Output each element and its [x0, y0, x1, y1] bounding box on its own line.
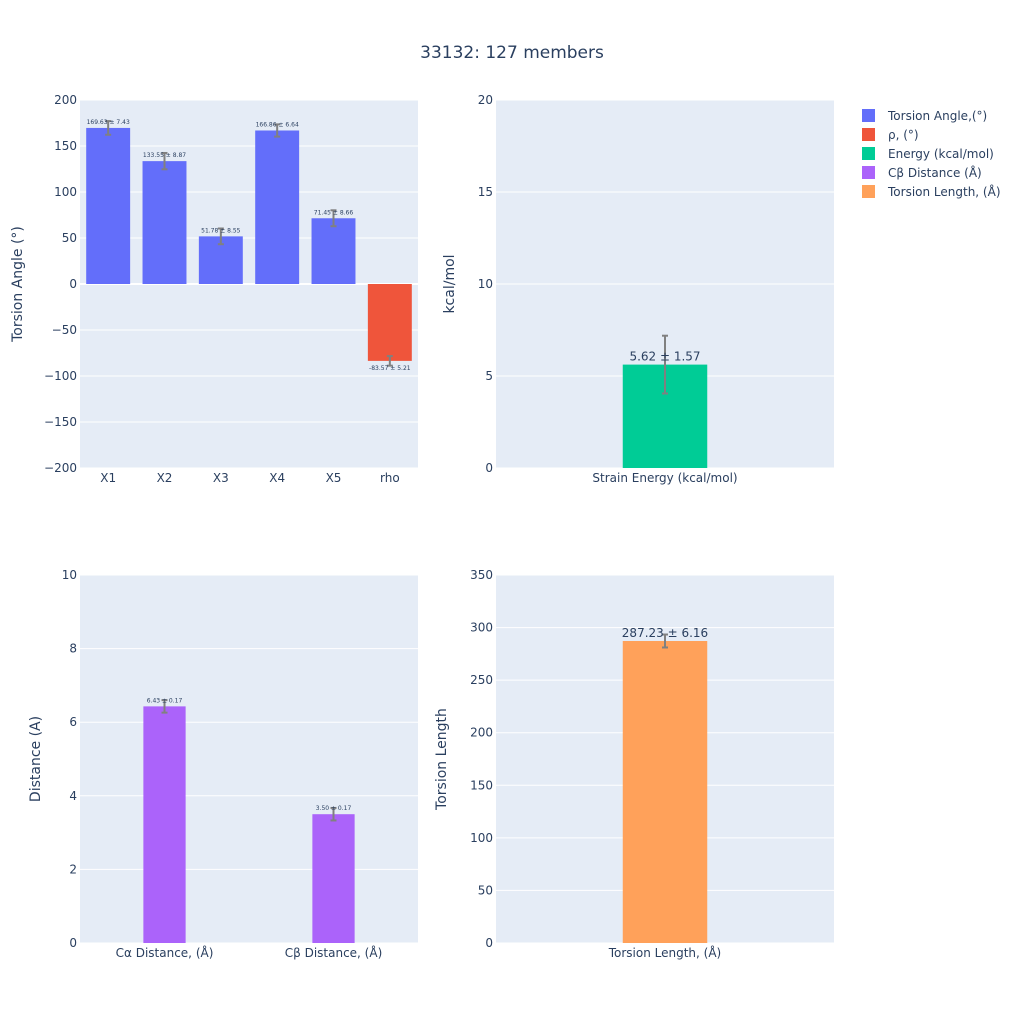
- data-label: 71.45 ± 8.66: [314, 209, 354, 216]
- y-tick-label: 150: [470, 778, 493, 792]
- x-tick-label: Cα Distance, (Å): [116, 945, 214, 960]
- legend-item-rho[interactable]: ρ, (°): [862, 125, 1001, 144]
- y-tick-label: 300: [470, 621, 493, 635]
- data-label: 5.62 ± 1.57: [629, 350, 700, 364]
- y-tick-label: 250: [470, 673, 493, 687]
- bar-x1: [86, 127, 131, 284]
- data-label: 166.86 ± 6.64: [256, 121, 299, 128]
- y-tick-label: 150: [54, 139, 77, 153]
- legend-label: Energy (kcal/mol): [888, 146, 994, 161]
- legend-label: ρ, (°): [888, 127, 919, 142]
- y-tick-label: 4: [69, 789, 77, 803]
- legend[interactable]: Torsion Angle,(°) ρ, (°) Energy (kcal/mo…: [862, 106, 1001, 201]
- y-tick-label: 10: [62, 568, 77, 582]
- legend-swatch: [862, 166, 875, 179]
- y-tick-label: 50: [62, 231, 77, 245]
- x-tick-label: rho: [380, 471, 400, 485]
- legend-item-torsion-length[interactable]: Torsion Length, (Å): [862, 182, 1001, 201]
- x-tick-label: X1: [100, 471, 116, 485]
- data-label: 169.63 ± 7.43: [87, 119, 130, 126]
- y-tick-label: 5: [485, 369, 493, 383]
- y-tick-label: 100: [470, 831, 493, 845]
- data-label: -83.57 ± 5.21: [369, 365, 411, 372]
- legend-item-cb-distance[interactable]: Cβ Distance (Å): [862, 163, 1001, 182]
- data-label: 287.23 ± 6.16: [622, 626, 708, 640]
- plot-area-3: [80, 575, 418, 943]
- y-tick-label: 100: [54, 185, 77, 199]
- x-tick-label: X5: [326, 471, 342, 485]
- y-tick-label: 200: [470, 726, 493, 740]
- y-tick-label: 2: [69, 862, 77, 876]
- y-tick-label: 0: [485, 936, 493, 950]
- bar-torsion-length-: [622, 640, 708, 943]
- x-tick-label: Strain Energy (kcal/mol): [592, 471, 737, 485]
- y-tick-label: 20: [478, 93, 493, 107]
- legend-swatch: [862, 147, 875, 160]
- bar-x5: [311, 218, 356, 284]
- y-tick-label: 0: [69, 277, 77, 291]
- data-label: 51.78 ± 8.55: [201, 227, 241, 234]
- chart-title: 33132: 127 members: [420, 43, 604, 63]
- y-axis-title: Torsion Length: [434, 708, 450, 811]
- y-axis-title: Torsion Angle (°): [10, 226, 26, 343]
- y-tick-label: 6: [69, 715, 77, 729]
- y-tick-label: 50: [478, 883, 493, 897]
- legend-label: Torsion Angle,(°): [888, 108, 988, 123]
- bar-c-distance-: [143, 706, 186, 943]
- y-tick-label: −50: [52, 323, 77, 337]
- legend-label: Cβ Distance (Å): [888, 165, 982, 180]
- y-tick-label: 8: [69, 642, 77, 656]
- y-tick-label: 0: [485, 461, 493, 475]
- x-tick-label: Torsion Length, (Å): [608, 945, 722, 960]
- data-label: 133.55 ± 8.87: [143, 152, 186, 159]
- data-label: 6.43 ± 0.17: [147, 697, 183, 704]
- x-tick-label: X3: [213, 471, 229, 485]
- y-tick-label: −200: [44, 461, 77, 475]
- legend-swatch: [862, 185, 875, 198]
- y-tick-label: 350: [470, 568, 493, 582]
- bar-x4: [255, 130, 300, 284]
- data-label: 3.50 ± 0.17: [316, 805, 352, 812]
- y-axis-title: Distance (A): [28, 716, 44, 802]
- legend-swatch: [862, 109, 875, 122]
- y-tick-label: −100: [44, 369, 77, 383]
- y-tick-label: −150: [44, 415, 77, 429]
- bar-c-distance-: [312, 814, 355, 943]
- legend-label: Torsion Length, (Å): [888, 184, 1001, 199]
- x-tick-label: X2: [157, 471, 173, 485]
- bar-rho: [367, 284, 412, 361]
- legend-item-torsion-angle[interactable]: Torsion Angle,(°): [862, 106, 1001, 125]
- y-tick-label: 200: [54, 93, 77, 107]
- legend-item-energy[interactable]: Energy (kcal/mol): [862, 144, 1001, 163]
- y-tick-label: 10: [478, 277, 493, 291]
- legend-swatch: [862, 128, 875, 141]
- y-tick-label: 0: [69, 936, 77, 950]
- x-tick-label: Cβ Distance, (Å): [285, 945, 383, 960]
- y-axis-title: kcal/mol: [442, 254, 458, 313]
- y-tick-label: 15: [478, 185, 493, 199]
- bar-x2: [142, 161, 187, 284]
- x-tick-label: X4: [269, 471, 285, 485]
